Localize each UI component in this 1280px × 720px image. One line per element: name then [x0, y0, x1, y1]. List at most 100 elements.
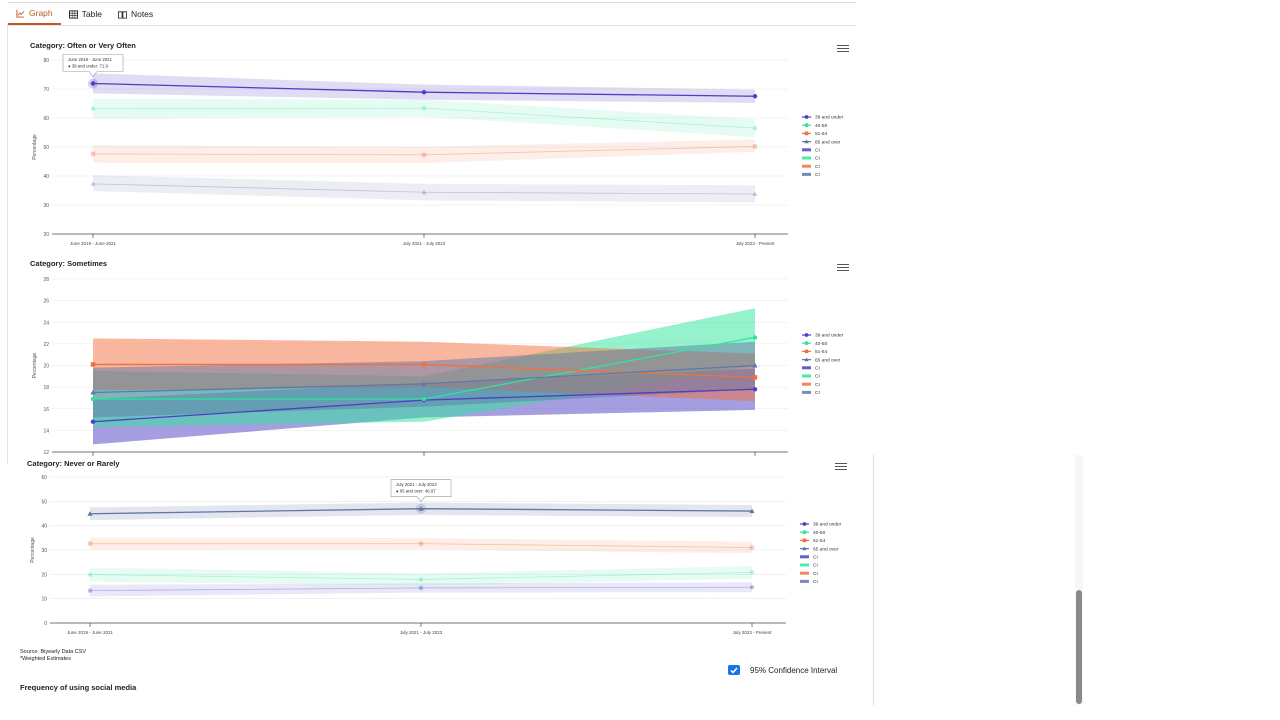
- y-tick-label: 18: [43, 385, 49, 391]
- tab-table[interactable]: Table: [61, 3, 110, 25]
- y-tick-label: 10: [41, 597, 47, 603]
- data-point: [752, 94, 758, 99]
- y-tick-label: 16: [43, 407, 49, 413]
- legend-marker: [804, 357, 809, 362]
- y-tick-label: 0: [44, 621, 47, 627]
- legend-marker: [804, 333, 809, 337]
- legend-ci-swatch: [802, 172, 811, 176]
- legend-label-ci: CI: [815, 382, 820, 388]
- tooltip-header: July 2021 - July 2023: [396, 482, 437, 487]
- chart-menu-button-never[interactable]: [835, 461, 847, 470]
- data-point: [421, 152, 427, 158]
- legend-label-ci: CI: [813, 579, 818, 585]
- y-tick-label: 12: [43, 450, 49, 456]
- y-axis-label: Percentage: [30, 537, 36, 563]
- ci-band-39-and-under: [93, 73, 755, 103]
- y-tick-label: 30: [43, 203, 49, 209]
- chart-often: 20 30 40 50 60 70 80 Percentage June 2019 - June…: [32, 54, 844, 246]
- data-point: [752, 125, 758, 131]
- legend-marker: [804, 341, 809, 346]
- data-point: [418, 541, 424, 546]
- ci-band-40-50: [90, 566, 752, 586]
- y-tick-label: 80: [43, 58, 49, 64]
- legend-label-ci: CI: [815, 156, 820, 162]
- legend-ci-swatch: [802, 390, 811, 394]
- data-point: [418, 585, 424, 591]
- tab-graph-label: Graph: [29, 8, 53, 18]
- tooltip-value: ● 65 and over: 46.97: [396, 489, 436, 494]
- data-point: [421, 362, 427, 367]
- left-border: [7, 24, 8, 464]
- hover-halo: [88, 78, 98, 89]
- legend-marker: [804, 123, 809, 128]
- data-point: [749, 545, 755, 550]
- legend-label-ci: CI: [815, 148, 820, 154]
- legend-label-39-and-under: 39 and under: [815, 333, 844, 339]
- data-point: [752, 387, 758, 392]
- legend-ci-swatch: [802, 156, 811, 160]
- legend-marker: [802, 522, 807, 526]
- scrollbar-thumb[interactable]: [1076, 590, 1082, 704]
- y-tick-label: 26: [43, 299, 49, 305]
- y-tick-label: 40: [43, 174, 49, 180]
- data-point: [90, 181, 96, 186]
- legend-ci-swatch: [800, 571, 809, 575]
- y-tick-label: 20: [43, 232, 49, 238]
- data-point: [418, 506, 424, 511]
- series-line-51-64: [90, 543, 753, 548]
- source-text: Source: Biyearly Data CSV: [20, 649, 87, 655]
- chart-menu-button-often[interactable]: [837, 43, 849, 52]
- legend-label-39-and-under: 39 and under: [813, 522, 842, 528]
- chart-title-often: Category: Often or Very Often: [30, 41, 136, 50]
- data-point: [752, 144, 758, 149]
- data-point: [418, 577, 424, 582]
- legend-label-51-64: 51-64: [815, 349, 828, 355]
- data-point: [87, 588, 93, 593]
- tooltip-header: June 2019 - June 2021: [68, 57, 113, 62]
- ci-checkbox[interactable]: [728, 665, 740, 675]
- chart-menu-button-sometimes[interactable]: [837, 262, 849, 271]
- x-tick-label: July 2021 - July 2023: [403, 241, 446, 246]
- tab-notes-label: Notes: [130, 9, 154, 19]
- data-point: [90, 106, 96, 111]
- ci-toggle[interactable]: 95% Confidence Interval: [728, 665, 837, 675]
- legend-label-40-50: 40-50: [815, 341, 828, 347]
- data-point: [90, 419, 96, 424]
- legend-marker: [802, 530, 807, 535]
- tab-graph[interactable]: Graph: [8, 3, 61, 25]
- legend-marker: [802, 546, 807, 551]
- ci-band-65-and-over: [90, 502, 752, 521]
- x-tick-label: July 2023 - Present: [736, 241, 776, 246]
- legend-label-ci: CI: [815, 164, 820, 170]
- tooltip-box: [62, 54, 124, 77]
- legend-label-51-64: 51-64: [813, 538, 826, 544]
- x-tick-label: June 2019 - June 2021: [70, 241, 117, 246]
- data-point: [749, 508, 755, 514]
- data-point: [421, 105, 427, 111]
- y-tick-label: 50: [41, 499, 47, 505]
- legend-ci-swatch: [802, 382, 811, 386]
- legend-label-ci: CI: [813, 563, 818, 569]
- data-point: [752, 191, 758, 196]
- scroll-track: [1075, 455, 1083, 705]
- legend-label-40-50: 40-50: [813, 530, 826, 536]
- legend-ci-swatch: [802, 374, 811, 378]
- y-tick-label: 50: [43, 145, 49, 151]
- legend-marker: [802, 538, 807, 543]
- data-point: [421, 381, 427, 386]
- chart-title-sometimes: Category: Sometimes: [30, 259, 108, 268]
- legend-label-40-50: 40-50: [815, 123, 828, 129]
- tab-notes[interactable]: Notes: [110, 3, 161, 25]
- y-axis-label: Percentage: [32, 352, 38, 378]
- y-tick-label: 14: [43, 428, 49, 434]
- legend-ci-swatch: [802, 148, 811, 152]
- y-tick-label: 22: [43, 342, 49, 348]
- y-tick-label: 40: [41, 524, 47, 530]
- legend-label-ci: CI: [815, 390, 820, 396]
- x-tick-label: July 2023 - Present: [733, 630, 773, 635]
- line-chart-icon: [16, 9, 25, 18]
- table-icon: [68, 9, 78, 19]
- data-point: [90, 151, 96, 157]
- y-tick-label: 30: [41, 548, 47, 554]
- data-point: [87, 541, 93, 546]
